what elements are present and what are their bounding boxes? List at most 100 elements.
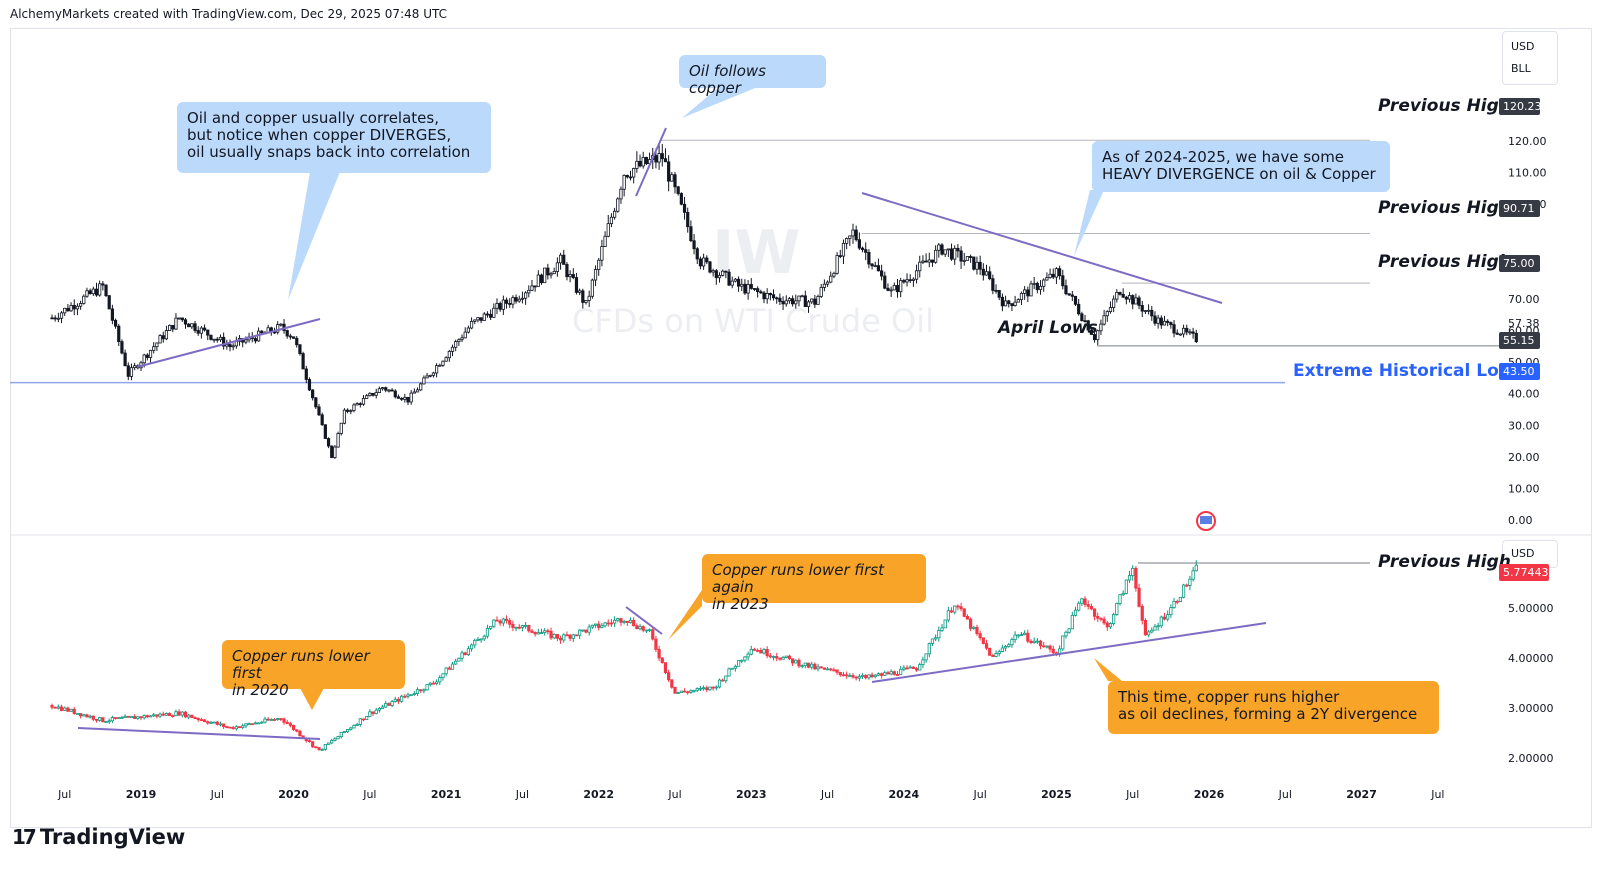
copper-candle — [743, 656, 747, 661]
copper-candle — [314, 746, 318, 749]
oil-candle — [762, 292, 766, 300]
copper-candle — [822, 667, 826, 670]
callout-pointer-higher — [1094, 658, 1122, 681]
oil-candle — [422, 377, 426, 385]
oil-candle — [1102, 315, 1106, 325]
oil-candle — [441, 360, 445, 366]
copper-candle — [679, 690, 683, 693]
oil-candle — [965, 256, 970, 261]
oil-candle — [1140, 305, 1144, 312]
copper-candle — [155, 714, 159, 717]
oil-candle — [810, 298, 814, 303]
oil-candle — [352, 404, 356, 411]
oil-candle — [469, 321, 474, 329]
copper-candle — [225, 726, 229, 729]
copper-candle — [934, 637, 938, 640]
copper-candle — [686, 691, 690, 694]
copper-candle — [133, 716, 137, 719]
oil-candle — [1083, 320, 1087, 323]
oil-candle — [787, 298, 792, 302]
copper-candle — [276, 718, 280, 720]
oil-candle — [330, 445, 334, 458]
oil-candle — [326, 438, 331, 447]
oil-candle — [984, 271, 989, 276]
copper-candle — [667, 672, 671, 681]
oil-candle — [1188, 331, 1192, 334]
oil-candle — [1077, 303, 1081, 315]
oil-candle — [692, 240, 696, 250]
oil-candle — [91, 288, 95, 295]
oil-candle — [69, 304, 73, 312]
copper-candle — [158, 713, 162, 717]
oil-candle — [562, 254, 566, 265]
copper-candle — [953, 605, 957, 613]
oil-candle — [864, 249, 868, 253]
oil-candle — [533, 285, 537, 288]
oil-candle — [63, 307, 67, 314]
oil-candle — [158, 335, 162, 344]
x-tick: Jul — [515, 788, 529, 801]
currency-selector-top[interactable]: USD BLL — [1502, 31, 1558, 85]
copper-candle — [231, 727, 235, 730]
chart-frame — [10, 28, 1592, 828]
copper-candle — [218, 723, 223, 726]
oil-y-tick: 20.00 — [1508, 451, 1540, 464]
currency-selector-bottom[interactable]: USD — [1502, 540, 1558, 568]
copper-candle — [409, 694, 413, 697]
callout-oil-follows-copper: Oil follows copper — [679, 55, 826, 97]
copper-candle — [257, 722, 261, 725]
copper-candle — [307, 740, 312, 743]
watermark-ticker: IW — [712, 218, 801, 288]
copper-candle — [914, 668, 919, 671]
oil-candle — [152, 346, 156, 351]
oil-candle — [816, 296, 820, 305]
watermark-name: CFDs on WTI Crude Oil — [572, 302, 934, 340]
oil-candle — [215, 338, 219, 341]
x-tick: 2026 — [1194, 788, 1225, 801]
copper-candle — [562, 634, 566, 641]
copper-candle — [56, 706, 60, 709]
oil-candle — [886, 287, 890, 291]
oil-candle — [403, 396, 407, 400]
copper-candle — [886, 672, 890, 675]
oil-candle — [625, 174, 629, 178]
copper-y-tick: 3.00000 — [1508, 702, 1554, 715]
oil-candle — [749, 284, 753, 289]
oil-candle — [876, 265, 881, 272]
oil-candle — [930, 259, 935, 263]
oil-candle — [682, 203, 687, 213]
copper-candle — [311, 741, 315, 748]
oil-candle — [1038, 285, 1043, 291]
oil-candle — [161, 335, 165, 340]
copper-candle — [107, 720, 111, 723]
oil-candle — [832, 272, 836, 277]
copper-candle — [457, 657, 461, 662]
callout-pointer-oil-follows — [682, 86, 760, 118]
copper-candle — [291, 724, 296, 731]
copper-candle — [180, 711, 184, 716]
oil-candle — [555, 262, 559, 272]
oil-candle — [174, 317, 178, 330]
oil-candle — [914, 270, 919, 280]
copper-candle — [79, 713, 83, 717]
oil-candle — [921, 260, 925, 263]
copper-candle — [593, 623, 598, 626]
copper-candle — [981, 637, 985, 644]
oil-y-tick: 30.00 — [1508, 419, 1540, 432]
oil-candle — [943, 249, 947, 255]
copper-candle — [342, 731, 347, 734]
copper-candle — [638, 626, 642, 630]
oil-candle — [1099, 323, 1103, 332]
copper-candle — [552, 634, 556, 639]
oil-candle — [485, 313, 490, 316]
copper-candle — [717, 679, 722, 688]
oil-candle — [727, 271, 731, 286]
oil-candle — [380, 387, 385, 390]
oil-candle — [632, 168, 636, 178]
copper-candle — [905, 667, 909, 670]
oil-candle — [829, 275, 833, 283]
oil-candle — [164, 330, 169, 340]
copper-candle — [1013, 634, 1017, 641]
tradingview-logo[interactable]: 17 TradingView — [12, 825, 185, 849]
oil-candle — [295, 337, 299, 346]
